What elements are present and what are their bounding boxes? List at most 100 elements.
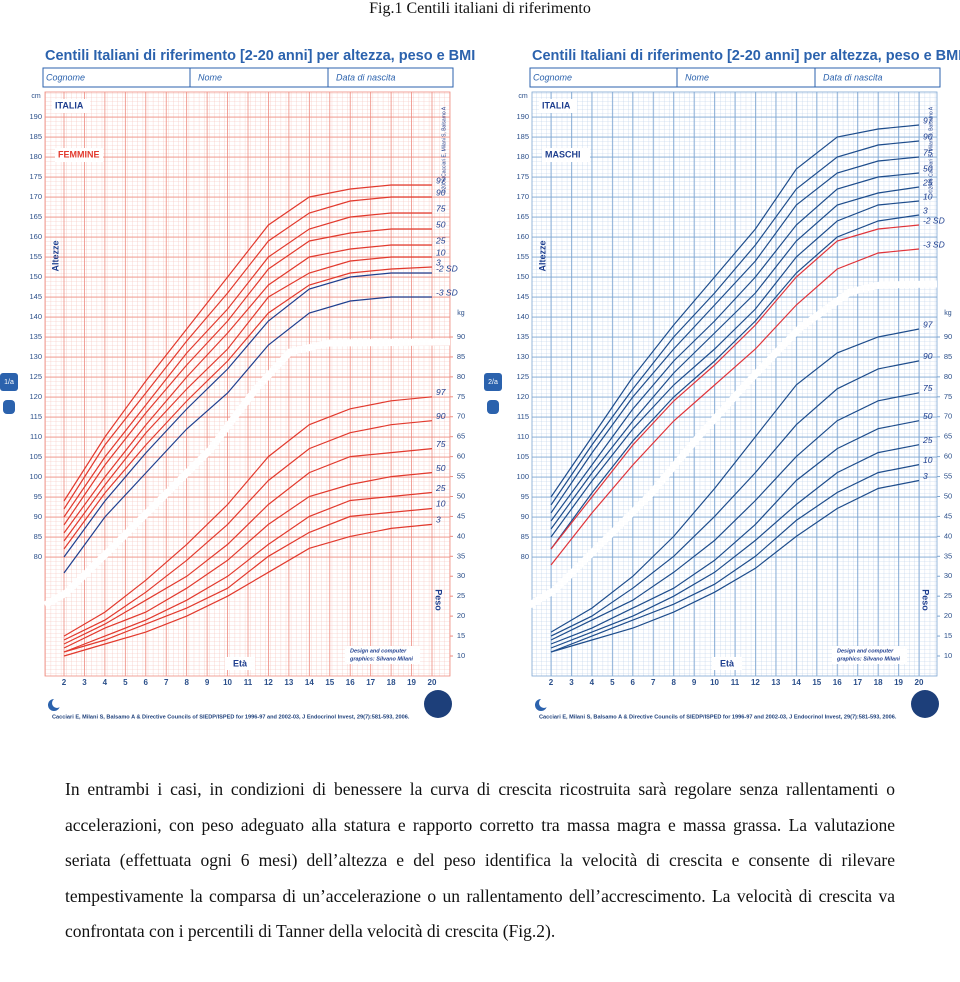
x-tick-label: 19 [894, 678, 903, 687]
x-tick-label: 5 [123, 678, 128, 687]
percentile-curve [63, 196, 432, 510]
moon-cut [539, 698, 549, 708]
height-tick-label: 175 [29, 172, 42, 181]
curve-label: 10 [923, 191, 933, 201]
sex: FEMMINE [58, 149, 100, 159]
age-box [712, 657, 742, 670]
moon-cut [52, 698, 62, 708]
country: ITALIA [55, 100, 84, 110]
header-field: Nome [198, 72, 222, 82]
header-field: Data di nascita [336, 72, 396, 82]
x-tick-label: 3 [82, 678, 87, 687]
weight-tick-label: 40 [457, 531, 465, 540]
height-tick-label: 160 [516, 232, 529, 241]
weight-axis-label: Peso [434, 589, 444, 611]
weight-tick-label: 55 [944, 472, 952, 481]
curve-label: 3 [436, 515, 441, 525]
height-axis-label: Altezze [50, 240, 60, 271]
side-tab [484, 373, 502, 391]
x-tick-label: 8 [671, 678, 676, 687]
weight-tick-label: 85 [944, 352, 952, 361]
weight-tick-label: 90 [944, 332, 952, 341]
height-tick-label: 135 [29, 332, 42, 341]
curve-label: 90 [923, 351, 933, 361]
copyright: ©2006 Cacciari E, Milani S, Balsamo A [440, 106, 447, 193]
x-tick-label: 2 [62, 678, 67, 687]
percentile-curve [550, 186, 920, 530]
weight-unit: kg [457, 310, 465, 317]
tab-icon [3, 400, 15, 414]
x-tick-label: 8 [184, 678, 189, 687]
height-tick-label: 160 [29, 232, 42, 241]
citation: Cacciari E, Milani S, Balsamo A & Direct… [52, 714, 410, 720]
height-tick-label: 150 [29, 272, 42, 281]
x-tick-label: 9 [692, 678, 697, 687]
height-tick-label: 190 [29, 112, 42, 121]
percentile-curve [550, 224, 920, 550]
curve-label: 75 [923, 383, 933, 393]
x-tick-label: 3 [569, 678, 574, 687]
height-tick-label: 190 [516, 112, 529, 121]
height-tick-label: 185 [29, 132, 42, 141]
weight-tick-label: 25 [457, 591, 465, 600]
x-tick-label: 14 [305, 678, 314, 687]
height-tick-label: 130 [516, 352, 529, 361]
curve-label: 10 [436, 499, 446, 509]
weight-tick-label: 70 [457, 412, 465, 421]
height-tick-label: 110 [30, 432, 42, 441]
curve-label: 75 [436, 203, 446, 213]
x-tick-label: 6 [631, 678, 636, 687]
country-box [52, 99, 90, 113]
header-field: Nome [685, 72, 709, 82]
separator-band [43, 338, 451, 609]
curve-label: 97 [923, 115, 933, 125]
height-tick-label: 145 [29, 292, 42, 301]
curve-label: 3 [436, 257, 441, 267]
height-tick-label: 115 [30, 412, 42, 421]
weight-tick-label: 45 [944, 511, 952, 520]
x-tick-label: 17 [366, 678, 375, 687]
height-tick-label: 100 [516, 472, 529, 481]
x-tick-label: 11 [244, 678, 253, 687]
curve-label: 25 [435, 483, 446, 493]
weight-tick-label: 75 [944, 392, 952, 401]
weight-unit: kg [944, 310, 952, 317]
curve-label: 90 [923, 131, 933, 141]
percentile-curve [550, 214, 920, 550]
percentile-curve [63, 228, 432, 526]
header-field: Cognome [46, 72, 85, 82]
design-credit: Design and computer [350, 648, 407, 654]
x-tick-label: 10 [223, 678, 232, 687]
x-tick-label: 17 [853, 678, 862, 687]
weight-axis-label: Peso [921, 589, 931, 611]
height-tick-label: 125 [516, 372, 529, 381]
percentile-curve [550, 200, 920, 538]
grid-area [531, 91, 938, 677]
citation: Cacciari E, Milani S, Balsamo A & Direct… [539, 714, 897, 720]
x-tick-label: 16 [833, 678, 842, 687]
height-tick-label: 120 [516, 392, 529, 401]
height-tick-label: 105 [29, 452, 42, 461]
height-tick-label: 110 [517, 432, 529, 441]
country: ITALIA [542, 100, 571, 110]
height-tick-label: 130 [29, 352, 42, 361]
curve-label: 75 [923, 147, 933, 157]
height-tick-label: 180 [29, 152, 42, 161]
weight-tick-label: 10 [944, 651, 952, 660]
x-tick-label: 20 [915, 678, 924, 687]
percentile-curve [63, 448, 433, 645]
curve-label: 25 [922, 435, 933, 445]
curve-label: 10 [436, 247, 446, 257]
x-tick-label: 15 [325, 678, 334, 687]
weight-tick-label: 75 [457, 392, 465, 401]
percentile-curve [63, 296, 432, 574]
curve-label: 50 [923, 411, 933, 421]
figure-caption: Fig.1 Centili italiani di riferimento [369, 0, 591, 17]
curve-label: 75 [436, 439, 446, 449]
height-tick-label: 170 [29, 192, 42, 201]
height-tick-label: 90 [34, 512, 42, 521]
height-tick-label: 135 [516, 332, 529, 341]
percentile-curve [63, 212, 432, 518]
height-tick-label: 85 [521, 532, 529, 541]
percentile-curve [550, 479, 920, 653]
